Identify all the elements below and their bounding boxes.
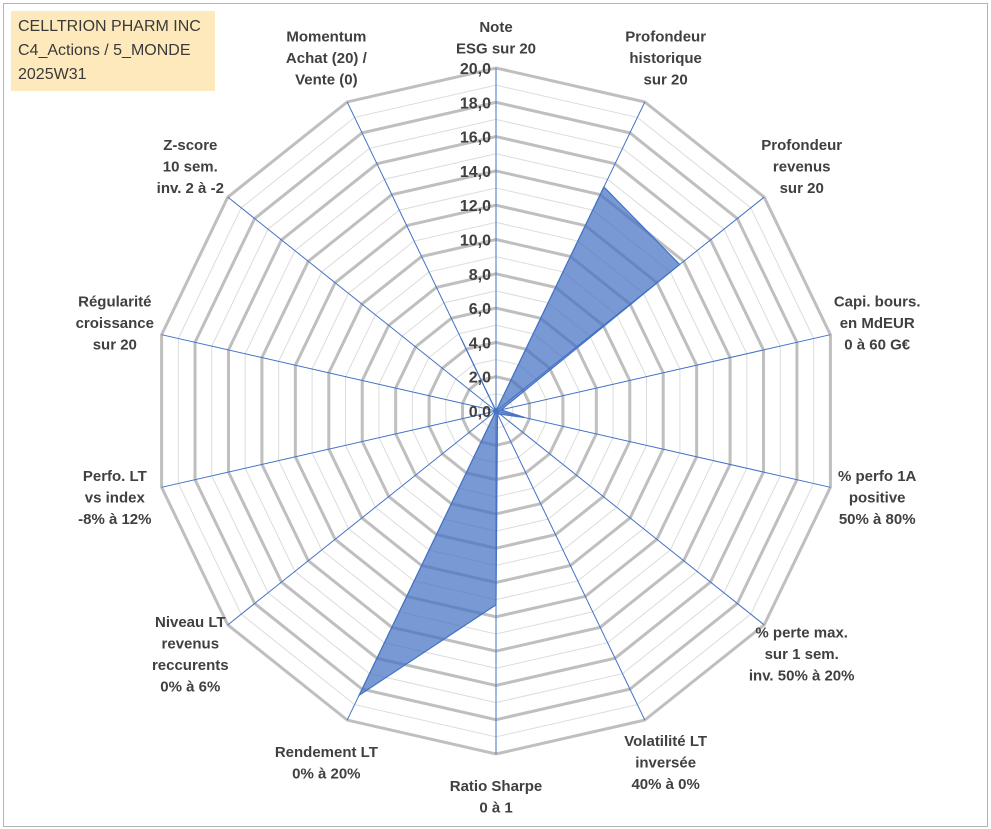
axis-label-group: Rendement LT 0% à 20% [275,744,378,783]
axis-label: Rendement LT [275,744,378,761]
axis-label: Note [479,19,512,36]
tick-label: 14,0 [460,164,491,181]
axis-label-group: % perte max. sur 1 sem. inv. 50% à 20% [749,625,855,685]
axis-label: reccurents [152,657,229,674]
axis-label: 0% à 6% [160,678,220,695]
radar-series [357,185,681,698]
axis-label: Capi. bours. [834,294,921,311]
axis-label: 0% à 20% [292,765,360,782]
axis-label-group: Régularité croissance sur 20 [76,294,154,354]
axis-label-group: Capi. bours. en MdEUR 0 à 60 G€ [834,294,921,354]
axis-label: Ratio Sharpe [450,778,543,795]
axis-label: inv. 2 à -2 [157,180,224,197]
axis-label: 10 sem. [163,158,218,175]
title-week: 2025W31 [18,66,87,83]
tick-label: 16,0 [460,130,491,147]
axis-label: revenus [773,158,831,175]
axis-label-group: Z-score 10 sem. inv. 2 à -2 [157,137,224,197]
axis-label: vs index [85,489,146,506]
chart-title-box: CELLTRION PHARM INC C4_Actions / 5_MONDE… [11,11,215,91]
axis-label: 40% à 0% [631,776,699,793]
tick-label: 0,0 [469,404,491,421]
axis-label: inv. 50% à 20% [749,668,855,685]
radar-spoke [161,334,497,412]
tick-label: 20,0 [460,61,491,78]
title-company: CELLTRION PHARM INC [18,18,201,35]
radar-spokes [161,68,831,754]
radar-spoke [495,410,646,721]
axis-label: 50% à 80% [839,511,916,528]
radar-spoke [495,410,831,488]
axis-label: Niveau LT [155,614,226,631]
axis-label: sur 20 [780,180,824,197]
radar-spoke [227,410,497,626]
radar-tick-labels: 0,0 2,0 4,0 6,0 8,0 10,0 12,0 14,0 16,0 18,0 20,0 [460,61,491,421]
axis-label: Profondeur [761,137,842,154]
axis-label: Régularité [78,294,151,311]
axis-label: Achat (20) / [286,50,368,67]
axis-label-group: Ratio Sharpe 0 à 1 [450,778,543,817]
axis-label: Z-score [163,137,217,154]
axis-label-group: % perfo 1A positive 50% à 80% [838,468,917,528]
tick-label: 10,0 [460,233,491,250]
radar-spoke [495,410,765,626]
tick-label: 12,0 [460,198,491,215]
tick-label: 18,0 [460,95,491,112]
axis-label-group: Niveau LT revenus reccurents 0% à 6% [152,614,229,696]
title-category: C4_Actions / 5_MONDE [18,42,191,59]
axis-label: sur 1 sem. [765,646,839,663]
tick-label: 4,0 [469,335,491,352]
axis-label: revenus [162,635,220,652]
axis-label-group: Profondeur historique sur 20 [625,28,706,88]
radar-spoke [161,410,497,488]
axis-label: croissance [76,315,154,332]
axis-label: en MdEUR [840,315,915,332]
axis-label: Volatilité LT [624,733,707,750]
axis-label: sur 20 [644,71,688,88]
axis-label: ESG sur 20 [456,41,536,58]
tick-label: 8,0 [469,267,491,284]
tick-label: 6,0 [469,301,491,318]
radar-spoke [495,334,831,412]
radar-spoke [227,196,497,412]
axis-label: positive [849,489,906,506]
axis-label-group: Perfo. LT vs index -8% à 12% [78,468,151,528]
axis-label: % perte max. [755,625,848,642]
axis-label: sur 20 [93,337,137,354]
axis-label-group: Volatilité LT inversée 40% à 0% [624,733,707,793]
axis-label: 0 à 60 G€ [844,337,911,354]
axis-label: Profondeur [625,28,706,45]
axis-label-group: Momentum Achat (20) / Vente (0) [286,28,368,88]
axis-label: inversée [635,755,696,772]
axis-label-group: Profondeur revenus sur 20 [761,137,842,197]
axis-label: -8% à 12% [78,511,151,528]
axis-label: 0 à 1 [479,800,512,817]
axis-label: % perfo 1A [838,468,917,485]
axis-label: Vente (0) [295,71,358,88]
axis-label: Momentum [286,28,366,45]
axis-label: historique [629,50,702,67]
axis-label-group: Note ESG sur 20 [456,19,536,58]
axis-label: Perfo. LT [83,468,147,485]
radar-axis-labels: Note ESG sur 20 Profondeur historique sur 20… [76,19,921,817]
series-area [357,185,681,698]
tick-label: 2,0 [469,370,491,387]
